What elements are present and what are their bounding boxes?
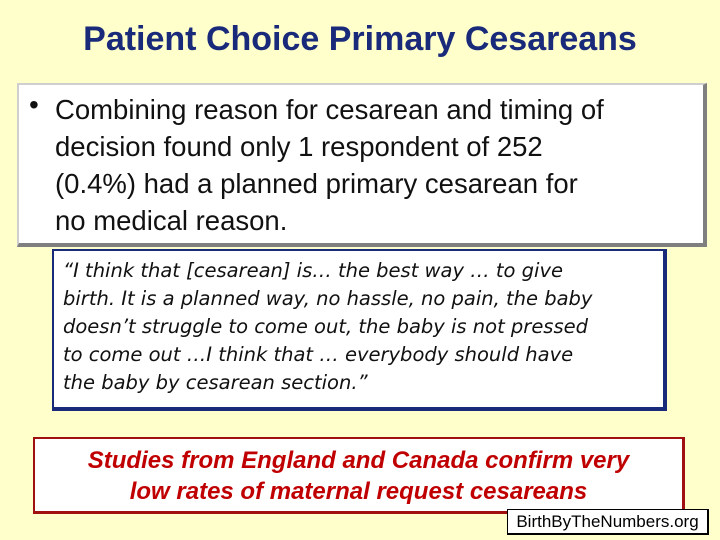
quote-line: doesn’t struggle to come out, the baby i… [63,315,589,338]
quote-line: the baby by cesarean section.” [63,371,368,394]
studies-line: low rates of maternal request cesareans [129,478,588,505]
bullet-line: (0.4%) had a planned primary cesarean fo… [55,168,578,199]
bullet-marker: • [29,89,39,120]
studies-callout: Studies from England and Canada confirm … [33,437,685,514]
slide-title: Patient Choice Primary Cesareans [83,20,637,58]
bullet-line: decision found only 1 respondent of 252 [55,131,543,162]
bullet-line: Combining reason for cesarean and timing… [55,94,604,125]
bullet-box: • Combining reason for cesarean and timi… [17,83,707,247]
quote-text: “I think that [cesarean] is… the best wa… [63,257,663,397]
bullet-text: Combining reason for cesarean and timing… [55,91,705,239]
quote-line: birth. It is a planned way, no hassle, n… [63,287,593,310]
studies-line: Studies from England and Canada confirm … [87,447,630,474]
quote-line: “I think that [cesarean] is… the best wa… [63,259,563,282]
bullet-line: no medical reason. [55,205,288,236]
source-credit: BirthByTheNumbers.org [507,509,709,535]
studies-text: Studies from England and Canada confirm … [35,445,682,507]
quote-line: to come out …I think that … everybody sh… [63,343,574,366]
quote-box: “I think that [cesarean] is… the best wa… [52,249,667,411]
